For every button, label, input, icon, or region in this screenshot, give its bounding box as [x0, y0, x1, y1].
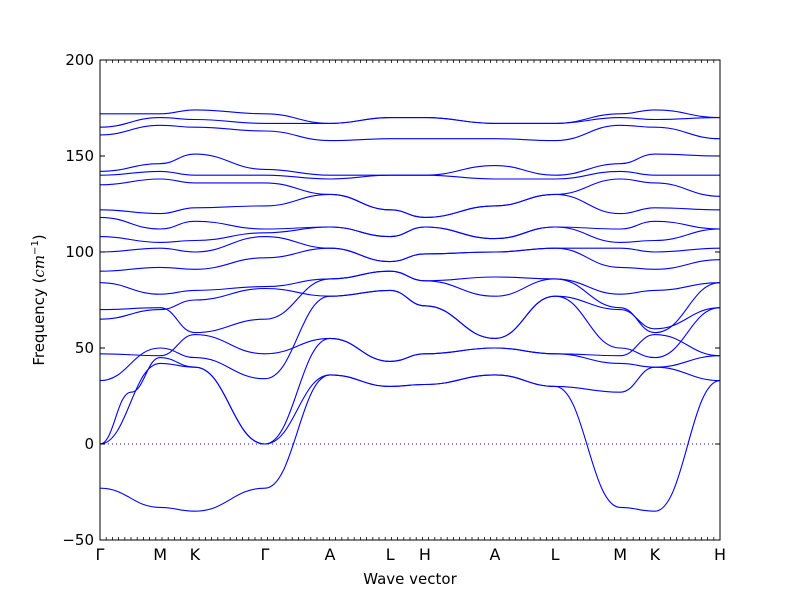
- x-tick-label: M: [153, 545, 167, 564]
- y-axis-label-close: ): [30, 234, 48, 240]
- x-tick-label: K: [650, 545, 661, 564]
- x-axis-label: Wave vector: [363, 570, 457, 588]
- y-axis-label: Frequency (cm−1): [30, 234, 48, 365]
- band-line-19: [100, 109, 720, 124]
- x-tick-label: M: [613, 545, 627, 564]
- x-tick-label: Γ: [260, 545, 269, 564]
- x-tick-label: H: [714, 545, 726, 564]
- plot-area: [100, 109, 720, 512]
- y-tick-label: −50: [62, 531, 94, 549]
- x-tick-label: A: [325, 545, 336, 564]
- x-tick-label: H: [419, 545, 431, 564]
- x-tick-label: A: [489, 545, 500, 564]
- y-axis-ticks: −50 0 50 100 150 200: [62, 51, 720, 549]
- y-tick-label: 100: [65, 243, 94, 261]
- band-line-4: [100, 334, 720, 362]
- band-series: [100, 109, 720, 512]
- band-line-8: [100, 270, 720, 295]
- y-axis-label-math: cm: [30, 255, 48, 278]
- band-line-14: [100, 178, 720, 218]
- y-axis-label-text: Frequency (: [30, 278, 48, 366]
- y-tick-label: 0: [84, 435, 94, 453]
- band-line-10: [100, 236, 720, 263]
- band-line-2: [100, 357, 720, 445]
- x-tick-label: L: [551, 545, 560, 564]
- band-line-16: [100, 153, 720, 176]
- band-line-6: [100, 287, 720, 339]
- plot-frame: [99, 59, 721, 541]
- band-line-17: [100, 124, 720, 142]
- x-tick-label: L: [386, 545, 395, 564]
- x-tick-label: K: [190, 545, 201, 564]
- y-tick-label: 150: [65, 147, 94, 165]
- y-axis-label-sup: −1: [30, 240, 41, 255]
- x-tick-label: Γ: [96, 545, 105, 564]
- y-tick-label: 200: [65, 51, 94, 69]
- band-line-12: [100, 216, 720, 240]
- y-tick-label: 50: [75, 339, 94, 357]
